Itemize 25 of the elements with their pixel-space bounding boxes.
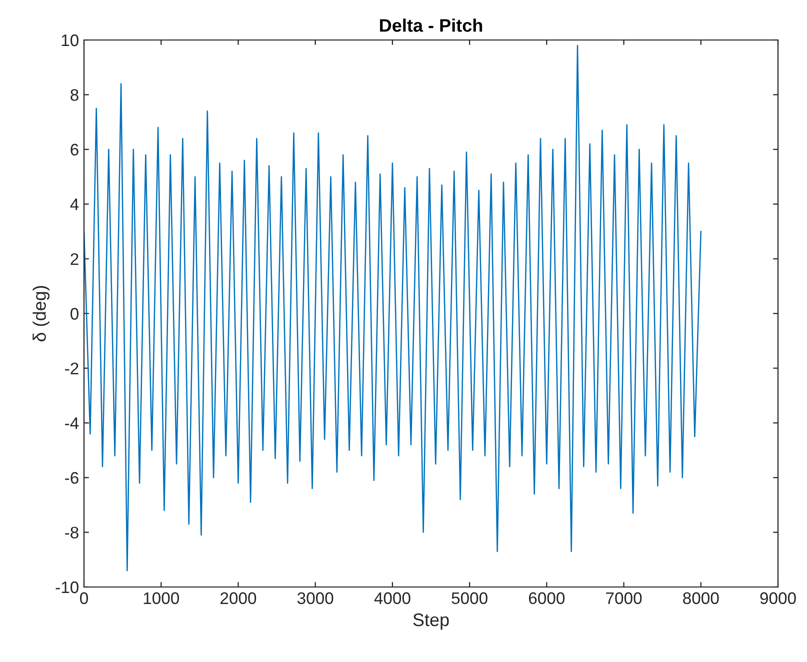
x-tick-label: 7000 — [606, 592, 642, 604]
chart-title: Delta - Pitch — [380, 18, 482, 32]
y-tick-label: -4 — [65, 417, 79, 429]
y-tick-label: 4 — [70, 198, 79, 210]
x-axis-title: Step — [413, 613, 449, 630]
x-tick-label: 4000 — [374, 592, 410, 604]
y-tick-label: -2 — [65, 362, 78, 374]
x-tick-label: 0 — [80, 592, 88, 604]
x-tick-label: 2000 — [220, 592, 256, 604]
x-tick-label: 8000 — [683, 592, 719, 604]
x-tick-label: 1000 — [144, 592, 179, 604]
x-tick-label: 5000 — [452, 592, 488, 604]
y-tick-label: -8 — [65, 526, 78, 539]
y-tick-label: 10 — [62, 34, 78, 46]
x-tick-label: 9000 — [760, 592, 796, 604]
y-tick-label: 0 — [70, 308, 78, 320]
y-tick-label: 6 — [70, 144, 78, 156]
y-tick-label: -10 — [56, 581, 78, 594]
y-tick-label: -6 — [65, 472, 78, 484]
x-tick-label: 6000 — [528, 592, 565, 604]
line-series — [84, 44, 702, 572]
x-tick-label: 3000 — [297, 592, 334, 604]
y-tick-label: 2 — [70, 253, 78, 265]
y-tick-label: 8 — [70, 89, 78, 101]
y-axis-title: δ (deg) — [32, 286, 50, 342]
